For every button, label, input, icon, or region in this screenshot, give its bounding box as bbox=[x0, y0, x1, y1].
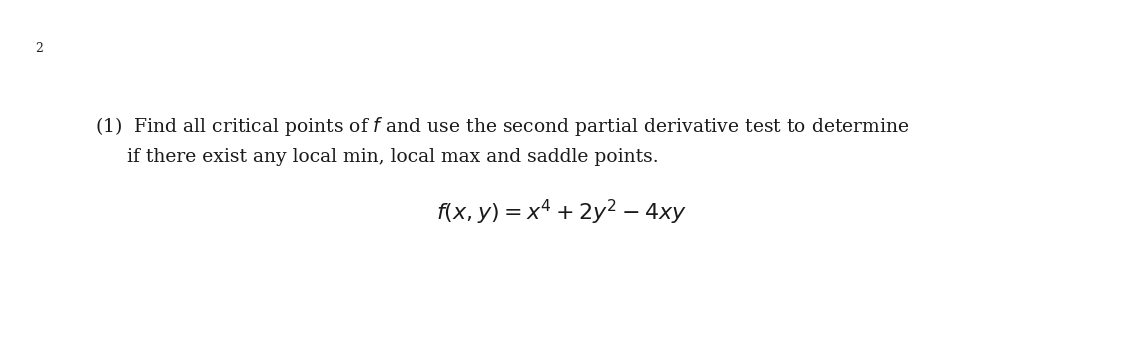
Text: 2: 2 bbox=[35, 42, 43, 55]
Text: (1)  Find all critical points of $f$ and use the second partial derivative test : (1) Find all critical points of $f$ and … bbox=[94, 115, 910, 138]
Text: $f(x, y) = x^4 + 2y^2 - 4xy$: $f(x, y) = x^4 + 2y^2 - 4xy$ bbox=[436, 198, 687, 227]
Text: if there exist any local min, local max and saddle points.: if there exist any local min, local max … bbox=[127, 148, 658, 166]
